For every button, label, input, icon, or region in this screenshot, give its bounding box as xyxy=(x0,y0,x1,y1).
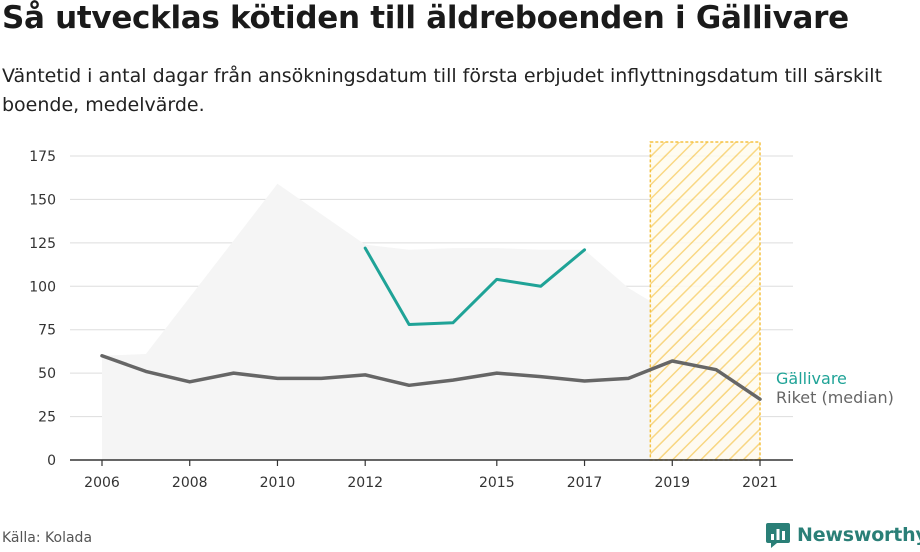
y-tick-label: 0 xyxy=(47,453,56,469)
chart-title: Så utvecklas kötiden till äldreboenden i… xyxy=(2,0,849,36)
y-tick-label: 25 xyxy=(38,410,56,426)
brand-logo[interactable]: Newsworthy xyxy=(765,521,920,549)
y-tick-label: 75 xyxy=(38,323,56,339)
axes: 2006 2008 2010 2012 2015 2017 2019 2021 xyxy=(70,459,793,491)
series-line-gallivare xyxy=(363,246,587,327)
y-tick-label: 125 xyxy=(29,236,56,252)
x-tick-label: 2006 xyxy=(84,475,120,491)
newsworthy-logo-icon xyxy=(766,523,790,548)
legend-label-riket: Riket (median) xyxy=(776,388,894,407)
y-tick-label: 175 xyxy=(29,149,56,165)
y-tick-label: 50 xyxy=(38,366,56,382)
x-tick-label: 2015 xyxy=(479,475,515,491)
y-tick-label: 100 xyxy=(29,279,56,295)
legend-label-gallivare: Gällivare xyxy=(776,369,847,388)
x-tick-label: 2008 xyxy=(172,475,208,491)
series-line-riket xyxy=(100,354,762,401)
source-note: Källa: Kolada xyxy=(2,530,93,546)
x-tick-label: 2021 xyxy=(742,475,778,491)
x-tick-label: 2010 xyxy=(260,475,296,491)
range-band-area xyxy=(102,183,760,460)
highlight-band xyxy=(649,141,761,461)
x-tick-label: 2017 xyxy=(567,475,603,491)
x-tick-label: 2012 xyxy=(347,475,383,491)
chart-subtitle: Väntetid i antal dagar från ansökningsda… xyxy=(2,65,883,116)
y-tick-label: 150 xyxy=(29,192,56,208)
brand-name: Newsworthy xyxy=(797,524,920,546)
x-tick-label: 2019 xyxy=(654,475,690,491)
